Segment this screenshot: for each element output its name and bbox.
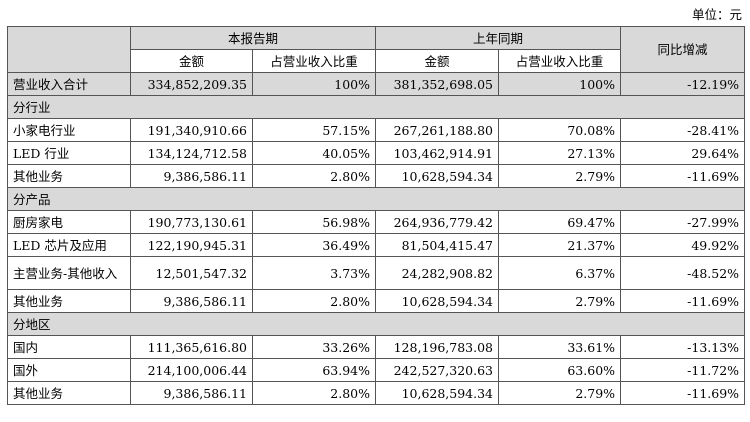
row-label: LED 行业 [7, 141, 131, 165]
cell: 21.37% [498, 233, 622, 257]
cell: 56.98% [251, 210, 377, 234]
cell: -11.69% [620, 164, 746, 188]
section-label: 分行业 [6, 95, 746, 119]
header-row: 金额 占营业收入比重 金额 占营业收入比重 [8, 49, 745, 73]
cell: -11.69% [620, 289, 746, 313]
cell: 63.60% [498, 358, 622, 382]
cell: 214,100,006.44 [130, 358, 253, 382]
revenue-table: 本报告期 上年同期 同比增减 金额 占营业收入比重 金额 占营业收入比重 营业收… [6, 26, 746, 405]
cell: 191,340,910.66 [130, 118, 253, 142]
change-header: 同比增减 [620, 26, 746, 73]
group-header: 本报告期 [129, 26, 377, 50]
cell: 2.79% [498, 164, 622, 188]
cell: 2.80% [251, 381, 377, 405]
cell: 9,386,586.11 [130, 164, 253, 188]
data-row: 营业收入合计 334,852,209.35 100% 381,352,698.05 10… [7, 72, 746, 96]
header-row: 本报告期 上年同期 同比增减 [7, 26, 746, 73]
row-label: 小家电行业 [7, 118, 131, 142]
cell: 33.26% [251, 335, 377, 359]
row-label: 国外 [7, 358, 131, 382]
row-label: 其他业务 [7, 381, 131, 405]
cell: 3.73% [251, 256, 377, 290]
cell: 242,527,320.63 [375, 358, 500, 382]
row-label: 其他业务 [7, 289, 131, 313]
cell: -11.69% [620, 381, 746, 405]
cell: 49.92% [620, 233, 746, 257]
cell: 36.49% [251, 233, 377, 257]
unit-label: 单位：元 [691, 7, 742, 22]
cell: 29.64% [620, 141, 746, 165]
data-row: 主营业务-其他收入 12,501,547.32 3.73% 24,282,908.82… [7, 256, 746, 290]
cell: 111,365,616.80 [130, 335, 253, 359]
column-header: 占营业收入比重 [251, 49, 377, 73]
cell: 2.79% [498, 381, 622, 405]
row-label: LED 芯片及应用 [7, 233, 131, 257]
cell: 2.79% [498, 289, 622, 313]
cell: 10,628,594.34 [375, 289, 500, 313]
cell: 70.08% [498, 118, 622, 142]
cell: 10,628,594.34 [375, 381, 500, 405]
cell: 103,462,914.91 [375, 141, 500, 165]
row-label: 国内 [7, 335, 131, 359]
cell: 10,628,594.34 [375, 164, 500, 188]
data-row: 其他业务 9,386,586.11 2.80% 10,628,594.34 2.79% -… [7, 164, 746, 188]
group-header: 上年同期 [375, 26, 622, 50]
row-label: 其他业务 [7, 164, 131, 188]
cell: 12,501,547.32 [130, 256, 253, 290]
section-row: 分地区 [6, 312, 746, 336]
cell: 267,261,188.80 [375, 118, 500, 142]
data-row: 国内 111,365,616.80 33.26% 128,196,783.08 33.6… [7, 335, 746, 359]
column-header: 金额 [375, 49, 500, 73]
section-label: 分产品 [6, 187, 746, 211]
cell: 128,196,783.08 [375, 335, 500, 359]
cell: -13.13% [620, 335, 746, 359]
cell: 6.37% [498, 256, 622, 290]
cell: 2.80% [251, 164, 377, 188]
cell: 334,852,209.35 [130, 72, 253, 96]
row-label: 营业收入合计 [7, 72, 131, 96]
cell: 122,190,945.31 [130, 233, 253, 257]
section-label: 分地区 [6, 312, 746, 336]
data-row: LED 行业 134,124,712.58 40.05% 103,462,914.91… [7, 141, 746, 165]
cell: 190,773,130.61 [130, 210, 253, 234]
column-header: 占营业收入比重 [498, 49, 622, 73]
section-row: 分行业 [6, 95, 746, 119]
data-row: 其他业务 9,386,586.11 2.80% 10,628,594.34 2.79% -… [7, 381, 746, 405]
column-header: 金额 [130, 49, 253, 73]
data-row: 国外 214,100,006.44 63.94% 242,527,320.63 63.6… [7, 358, 746, 382]
cell: -48.52% [620, 256, 746, 290]
section-row: 分产品 [6, 187, 746, 211]
cell: 134,124,712.58 [130, 141, 253, 165]
cell: -11.72% [620, 358, 746, 382]
cell: 100% [498, 72, 622, 96]
cell: -28.41% [620, 118, 746, 142]
cell: 69.47% [498, 210, 622, 234]
cell: 63.94% [251, 358, 377, 382]
data-row: LED 芯片及应用 122,190,945.31 36.49% 81,504,415.… [7, 233, 746, 257]
data-row: 厨房家电 190,773,130.61 56.98% 264,936,779.42 69… [7, 210, 746, 234]
cell: 9,386,586.11 [130, 289, 253, 313]
cell: 40.05% [251, 141, 377, 165]
corner-cell [7, 26, 131, 73]
cell: -12.19% [620, 72, 746, 96]
cell: 9,386,586.11 [130, 381, 253, 405]
data-row: 小家电行业 191,340,910.66 57.15% 267,261,188.80 7… [7, 118, 746, 142]
cell: 2.80% [251, 289, 377, 313]
row-label: 厨房家电 [7, 210, 131, 234]
cell: 81,504,415.47 [375, 233, 500, 257]
row-label: 主营业务-其他收入 [7, 256, 131, 290]
cell: 33.61% [498, 335, 622, 359]
data-row: 其他业务 9,386,586.11 2.80% 10,628,594.34 2.79% -… [7, 289, 746, 313]
cell: 100% [251, 72, 377, 96]
cell: 24,282,908.82 [375, 256, 500, 290]
cell: 264,936,779.42 [375, 210, 500, 234]
cell: -27.99% [620, 210, 746, 234]
cell: 381,352,698.05 [375, 72, 500, 96]
cell: 57.15% [251, 118, 377, 142]
cell: 27.13% [498, 141, 622, 165]
